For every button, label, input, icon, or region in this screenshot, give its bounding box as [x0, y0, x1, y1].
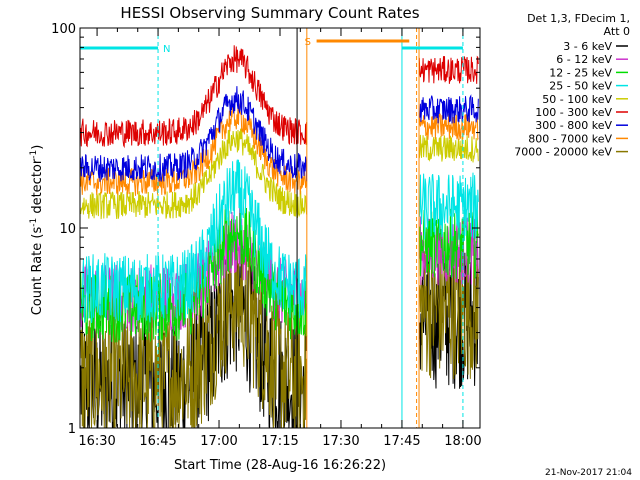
y-tick-label-1: 10	[59, 222, 76, 237]
series-line-5-seg1	[418, 55, 479, 84]
footer-date: 21-Nov-2017 21:04	[545, 468, 632, 478]
legend-label-1: 6 - 12 keV	[556, 53, 612, 66]
y-label-sup1: -1	[29, 218, 39, 227]
y-label-part1: Count Rate (s	[30, 227, 45, 316]
legend-label-4: 50 - 100 keV	[542, 93, 612, 106]
y-label-part2: detector	[30, 158, 45, 218]
legend-header-0: Det 1,3, FDecim 1,	[527, 12, 630, 25]
legend-label-8: 7000 - 20000 keV	[514, 146, 612, 159]
series-line-3-seg1	[418, 172, 479, 242]
y-tick-label-2: 100	[51, 22, 76, 37]
marker-label-1: S	[305, 37, 311, 48]
y-axis-label: Count Rate (s-1 detector-1)	[29, 145, 45, 316]
legend-label-7: 800 - 7000 keV	[528, 132, 612, 145]
series-line-6-seg0	[80, 86, 308, 182]
marker-label-0: N	[163, 44, 170, 55]
y-label-sup2: -1	[29, 150, 39, 159]
legend-label-2: 12 - 25 keV	[549, 66, 612, 79]
plot-area: NS	[80, 28, 479, 429]
legend-label-3: 25 - 50 keV	[549, 80, 612, 93]
x-tick-label-2: 17:00	[200, 434, 237, 449]
y-label-part3: )	[30, 145, 45, 150]
legend-label-0: 3 - 6 keV	[563, 40, 612, 53]
x-tick-label-1: 16:45	[139, 434, 176, 449]
legend-header-1: Att 0	[604, 25, 630, 38]
series-line-7-seg0	[80, 103, 308, 196]
x-axis-label: Start Time (28-Aug-16 16:26:22)	[174, 458, 386, 473]
series-line-2-seg1	[418, 208, 479, 279]
legend-label-6: 300 - 800 keV	[535, 119, 612, 132]
series-line-6-seg1	[418, 94, 479, 124]
y-tick-label-0: 1	[68, 422, 76, 437]
chart-title: HESSI Observing Summary Count Rates	[120, 4, 419, 22]
x-tick-label-6: 18:00	[444, 434, 481, 449]
series-line-8-seg1	[418, 244, 479, 380]
legend-label-5: 100 - 300 keV	[535, 106, 612, 119]
x-tick-label-5: 17:45	[383, 434, 420, 449]
x-tick-label-4: 17:30	[322, 434, 359, 449]
series-line-2-seg0	[80, 205, 308, 343]
series-line-3-seg0	[80, 159, 308, 324]
series-line-4-seg1	[418, 134, 479, 163]
x-tick-label-0: 16:30	[78, 434, 115, 449]
x-tick-label-3: 17:15	[261, 434, 298, 449]
series-line-4-seg0	[80, 128, 308, 220]
series-line-5-seg0	[80, 45, 308, 149]
series-line-8-seg0	[80, 230, 308, 429]
axes: 16:30 16:45 17:00 17:15 17:30 17:45 18:00 1 10 10…	[51, 22, 481, 449]
